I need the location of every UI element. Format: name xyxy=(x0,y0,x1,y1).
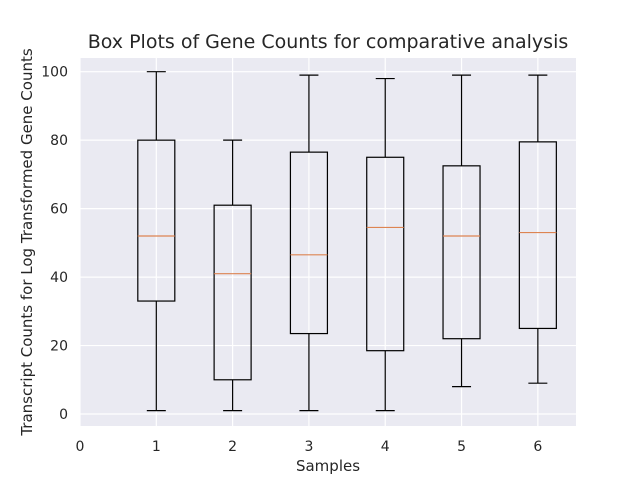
boxes xyxy=(137,71,557,412)
y-axis-label: Transcript Counts for Log Transformed Ge… xyxy=(18,48,36,437)
x-tick-labels: 0 1 2 3 4 5 6 xyxy=(76,439,543,455)
iqr-box xyxy=(213,204,252,381)
y-tick-label: 40 xyxy=(50,270,68,286)
y-tick-label: 0 xyxy=(59,407,68,423)
box-sample-1 xyxy=(137,71,176,412)
y-tick-label: 80 xyxy=(50,133,68,149)
y-tick-labels: 0 20 40 60 80 100 xyxy=(41,65,68,423)
box-sample-2 xyxy=(213,139,252,412)
y-tick-label: 100 xyxy=(41,65,68,81)
iqr-box xyxy=(518,141,557,330)
chart-title: Box Plots of Gene Counts for comparative… xyxy=(88,31,569,53)
x-tick-label: 6 xyxy=(533,439,542,455)
box-sample-4 xyxy=(366,77,405,412)
box-sample-6 xyxy=(518,74,557,384)
box-sample-3 xyxy=(289,74,329,412)
x-tick-label: 0 xyxy=(76,439,85,455)
y-tick-label: 60 xyxy=(50,202,68,218)
x-tick-label: 3 xyxy=(304,439,313,455)
y-tick-label: 20 xyxy=(50,339,68,355)
x-tick-label: 5 xyxy=(457,439,466,455)
box-sample-5 xyxy=(442,74,481,388)
x-tick-label: 4 xyxy=(381,439,390,455)
x-tick-label: 2 xyxy=(228,439,237,455)
x-tick-label: 1 xyxy=(152,439,161,455)
iqr-box xyxy=(442,165,481,340)
iqr-box xyxy=(137,139,176,302)
iqr-box xyxy=(289,151,329,335)
iqr-box xyxy=(366,156,405,352)
x-axis-label: Samples xyxy=(296,457,360,475)
